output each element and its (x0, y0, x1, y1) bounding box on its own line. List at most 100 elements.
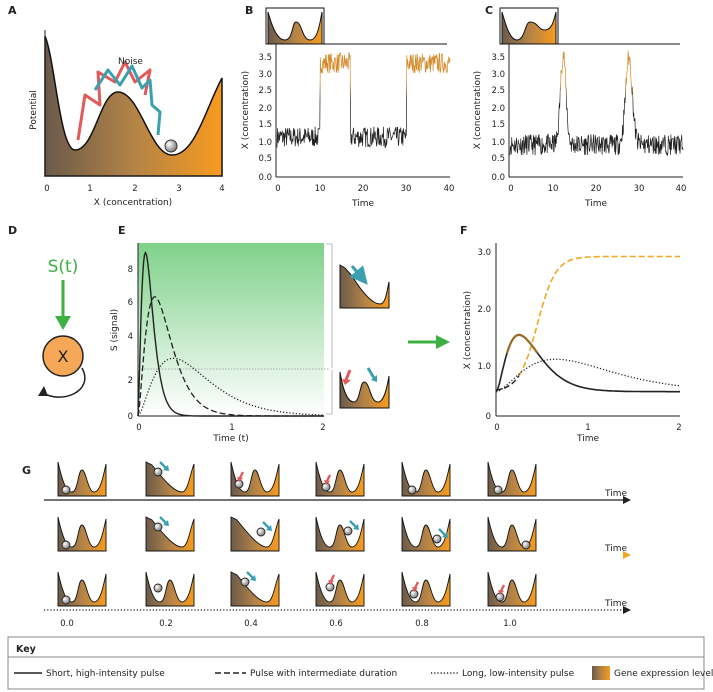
mini-landscape (230, 571, 280, 607)
panel-b-ylabel: X (concentration) (241, 71, 251, 149)
self-loop-arrowhead (38, 386, 48, 396)
tick-label: 1 (87, 184, 92, 194)
tick-label: 0.2 (159, 619, 173, 629)
node-label: X (58, 347, 69, 366)
tick-label: 0.0 (258, 173, 272, 183)
tick-label: 4 (219, 184, 224, 194)
state-ball (432, 534, 442, 544)
panel-b-inset-landscape (265, 7, 325, 45)
push-arrowhead (163, 520, 169, 526)
tick-label: 3.0 (258, 70, 272, 80)
push-arrow (159, 461, 167, 469)
key-item-intermediate: Pulse with intermediate duration (250, 669, 397, 679)
push-arrow (262, 521, 270, 529)
tick-label: 0 (486, 412, 491, 422)
push-arrowhead (498, 590, 504, 595)
push-arrow (438, 528, 446, 536)
mini-landscape (145, 571, 195, 607)
state-ball (521, 540, 531, 550)
panel-e: E S (signal) Time (t) 0 2 4 6 8 0 1 2 (110, 224, 390, 444)
mini-landscape (145, 516, 195, 552)
mini-landscape-shape (145, 516, 195, 552)
push-arrowhead (237, 477, 243, 482)
state-ball (153, 467, 163, 477)
signal-background (138, 243, 324, 415)
panel-c: C X (concentration) Time 0.0 0.5 1.0 1.5… (473, 4, 686, 209)
state-ball (164, 139, 178, 153)
panel-c-label: C (485, 4, 493, 17)
tick-label: 10 (548, 184, 559, 194)
tick-label: 3.0 (477, 248, 491, 258)
panel-e-label: E (118, 224, 126, 237)
mini-landscape-shape (401, 571, 451, 607)
state-ball (61, 485, 71, 495)
panel-d: D S(t) X (8, 224, 86, 398)
long-pulse-curve (137, 357, 324, 417)
mini-landscape (487, 516, 537, 552)
row2-time-label: Time (604, 544, 627, 554)
signal-arrowhead (55, 316, 71, 330)
mini-landscape-shape (315, 571, 365, 607)
inset-double-well-landscape (339, 367, 390, 409)
tick-label: 2.0 (258, 104, 272, 114)
bracket (326, 243, 333, 415)
tick-label: 2 (676, 423, 681, 433)
panel-c-xticks: 0 10 20 30 40 (508, 184, 686, 194)
push-arrow (325, 474, 332, 482)
state-ball (153, 522, 163, 532)
push-arrowhead (328, 580, 334, 585)
push-arrowhead (353, 524, 359, 530)
panel-a-xlabel: X (concentration) (94, 198, 172, 208)
mini-landscape-shape (315, 461, 365, 497)
mini-landscape-shape (487, 516, 537, 552)
tick-label: 40 (676, 184, 687, 194)
panel-c-ylabel: X (concentration) (473, 71, 483, 149)
panel-f-xticks: 0 1 2 (494, 423, 681, 433)
panel-d-label: D (8, 224, 17, 237)
push-arrow (413, 581, 420, 589)
tick-label: 1.0 (258, 138, 272, 148)
row1-time-label: Time (604, 489, 627, 499)
mini-landscape (401, 461, 451, 497)
key-box: Key Short, high-intensity pulse Pulse wi… (7, 636, 713, 690)
short-response-peak (505, 333, 539, 354)
tick-label: 8 (128, 265, 133, 275)
panel-b-xlabel: Time (351, 199, 374, 209)
tick-label: 3.5 (258, 53, 272, 63)
mini-landscape (57, 571, 107, 607)
key-item-short: Short, high-intensity pulse (46, 669, 165, 679)
push-arrow (329, 574, 336, 582)
tick-label: 2.5 (491, 86, 505, 96)
tick-label: 2 (132, 184, 137, 194)
tick-label: 1.5 (258, 120, 272, 130)
panel-e-xlabel: Time (t) (212, 434, 248, 444)
mini-landscape-shape (145, 461, 195, 497)
tick-label: 2.5 (258, 86, 272, 96)
panel-c-inset-landscape (499, 7, 559, 45)
state-ball (61, 595, 71, 605)
state-ball (407, 485, 417, 495)
tick-label: 0.5 (258, 154, 272, 164)
tick-label: 1.0 (491, 138, 505, 148)
push-arrowhead (324, 480, 330, 485)
intermediate-response-curve (518, 255, 680, 377)
tick-label: 1 (585, 423, 590, 433)
mini-landscape-shape (230, 516, 280, 552)
state-ball (153, 583, 163, 593)
tick-label: 1.0 (503, 619, 517, 629)
key-item-long: Long, low-intensity pulse (462, 669, 575, 679)
inset-slope-landscape (339, 264, 390, 309)
panel-f: F X (concentration) Time 0 1.0 2.0 3.0 0… (460, 224, 682, 444)
mini-landscape-shape (230, 461, 280, 497)
mini-landscape (57, 461, 107, 497)
mini-landscape (401, 516, 451, 552)
tick-label: 0 (44, 184, 49, 194)
self-loop-arrow (41, 367, 86, 398)
tick-label: 0 (128, 412, 133, 422)
mini-landscape (145, 461, 195, 497)
panel-c-yticks: 0.0 0.5 1.0 1.5 2.0 2.5 3.0 3.5 (491, 53, 505, 183)
panel-b: B X (concentration) Time 0.0 0.5 1.0 1.5… (241, 4, 454, 209)
tick-label: 0.4 (244, 619, 258, 629)
tick-label: 0 (494, 423, 499, 433)
mini-landscape (230, 461, 280, 497)
